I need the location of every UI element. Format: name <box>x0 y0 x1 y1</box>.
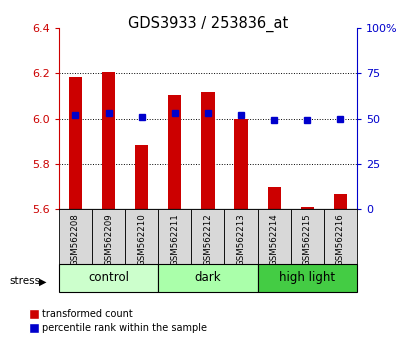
FancyBboxPatch shape <box>257 209 291 264</box>
Bar <box>102 72 115 209</box>
Bar <box>268 187 281 209</box>
Text: GSM562213: GSM562213 <box>236 213 246 266</box>
Text: ▶: ▶ <box>39 276 46 286</box>
FancyBboxPatch shape <box>192 209 224 264</box>
Text: GSM562211: GSM562211 <box>170 213 179 266</box>
FancyBboxPatch shape <box>291 209 324 264</box>
FancyBboxPatch shape <box>59 209 92 264</box>
FancyBboxPatch shape <box>324 209 357 264</box>
FancyBboxPatch shape <box>158 264 257 292</box>
Text: GSM562215: GSM562215 <box>303 213 312 266</box>
Text: control: control <box>88 272 129 284</box>
FancyBboxPatch shape <box>125 209 158 264</box>
Text: GDS3933 / 253836_at: GDS3933 / 253836_at <box>128 16 288 32</box>
Text: GSM562212: GSM562212 <box>203 213 213 266</box>
Bar <box>135 144 148 209</box>
Text: stress: stress <box>9 276 40 286</box>
Text: GSM562208: GSM562208 <box>71 213 80 266</box>
Text: GSM562216: GSM562216 <box>336 213 345 266</box>
FancyBboxPatch shape <box>224 209 257 264</box>
FancyBboxPatch shape <box>92 209 125 264</box>
Bar <box>301 207 314 209</box>
Bar <box>69 77 82 209</box>
Text: high light: high light <box>279 272 335 284</box>
Text: GSM562214: GSM562214 <box>270 213 278 266</box>
FancyBboxPatch shape <box>257 264 357 292</box>
Bar <box>234 119 248 209</box>
Bar <box>168 95 181 209</box>
Bar <box>201 91 215 209</box>
Text: dark: dark <box>194 272 221 284</box>
Text: GSM562209: GSM562209 <box>104 213 113 266</box>
FancyBboxPatch shape <box>158 209 192 264</box>
Text: GSM562210: GSM562210 <box>137 213 146 266</box>
FancyBboxPatch shape <box>59 264 158 292</box>
Legend: transformed count, percentile rank within the sample: transformed count, percentile rank withi… <box>30 309 207 333</box>
Bar <box>334 194 347 209</box>
